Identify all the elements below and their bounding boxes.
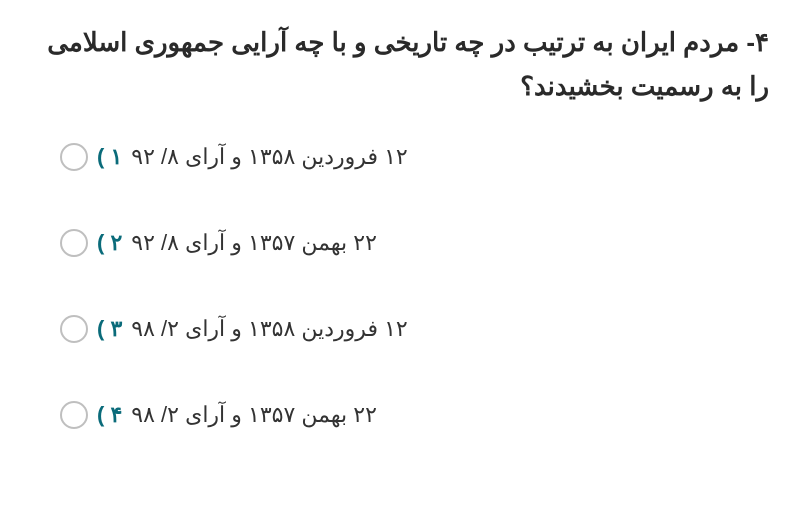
- option-2[interactable]: ۲۲ بهمن ۱۳۵۷ و آرای ۸/ ۹۲ ۲ ): [30, 229, 769, 257]
- option-number: ۴ ): [97, 402, 122, 428]
- options-list: ۱۲ فروردین ۱۳۵۸ و آرای ۸/ ۹۲ ۱ ) ۲۲ بهمن…: [30, 143, 769, 429]
- option-text: ۱۲ فروردین ۱۳۵۸ و آرای ۸/ ۹۲: [131, 144, 407, 170]
- option-1[interactable]: ۱۲ فروردین ۱۳۵۸ و آرای ۸/ ۹۲ ۱ ): [30, 143, 769, 171]
- option-3[interactable]: ۱۲ فروردین ۱۳۵۸ و آرای ۲/ ۹۸ ۳ ): [30, 315, 769, 343]
- question-body: مردم ایران به ترتیب در چه تاریخی و با چه…: [47, 27, 769, 101]
- radio-icon[interactable]: [60, 143, 88, 171]
- radio-icon[interactable]: [60, 401, 88, 429]
- option-4[interactable]: ۲۲ بهمن ۱۳۵۷ و آرای ۲/ ۹۸ ۴ ): [30, 401, 769, 429]
- option-number: ۳ ): [97, 316, 122, 342]
- question-text: ۴- مردم ایران به ترتیب در چه تاریخی و با…: [30, 20, 769, 108]
- radio-icon[interactable]: [60, 229, 88, 257]
- option-text: ۲۲ بهمن ۱۳۵۷ و آرای ۸/ ۹۲: [131, 230, 377, 256]
- question-number: ۴-: [746, 27, 769, 57]
- option-text: ۲۲ بهمن ۱۳۵۷ و آرای ۲/ ۹۸: [131, 402, 377, 428]
- option-number: ۲ ): [97, 230, 122, 256]
- option-number: ۱ ): [97, 144, 122, 170]
- radio-icon[interactable]: [60, 315, 88, 343]
- option-text: ۱۲ فروردین ۱۳۵۸ و آرای ۲/ ۹۸: [131, 316, 407, 342]
